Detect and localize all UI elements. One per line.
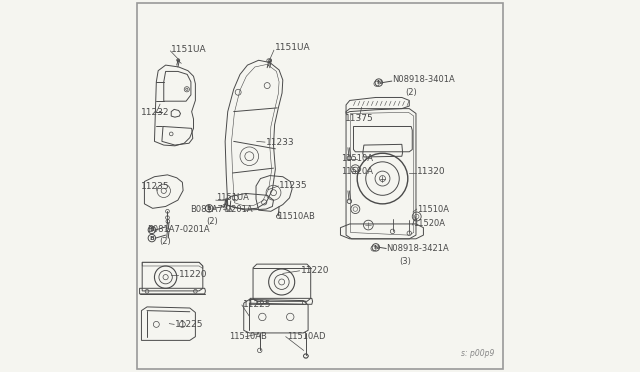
Text: 1151UA: 1151UA — [170, 45, 206, 54]
Text: B: B — [149, 235, 154, 241]
Text: N08918-3401A: N08918-3401A — [392, 76, 454, 84]
Text: 1151UA: 1151UA — [275, 43, 310, 52]
Text: 11510A: 11510A — [342, 154, 374, 163]
Text: (2): (2) — [159, 237, 171, 246]
Text: 11510A: 11510A — [417, 205, 449, 214]
Text: B081A7-0201A: B081A7-0201A — [147, 225, 210, 234]
Text: N: N — [376, 80, 381, 85]
Text: N08918-3421A: N08918-3421A — [386, 244, 449, 253]
Text: 11232: 11232 — [141, 108, 169, 117]
Text: 11220: 11220 — [179, 270, 207, 279]
Text: 11520A: 11520A — [413, 219, 445, 228]
Text: 11235: 11235 — [279, 182, 308, 190]
Text: 11220: 11220 — [301, 266, 329, 275]
Text: 11233: 11233 — [266, 138, 294, 147]
Text: 11225: 11225 — [175, 320, 204, 329]
Text: 11320: 11320 — [417, 167, 445, 176]
Text: 1151UA: 1151UA — [216, 193, 250, 202]
Text: 11235: 11235 — [141, 182, 170, 191]
Text: (2): (2) — [406, 88, 417, 97]
Text: 11510AD: 11510AD — [287, 332, 326, 341]
Text: s: p00p9: s: p00p9 — [461, 349, 494, 358]
Text: (2): (2) — [207, 217, 218, 226]
Text: 11375: 11375 — [345, 114, 374, 123]
Text: B: B — [149, 227, 154, 232]
Text: 11520A: 11520A — [341, 167, 373, 176]
Text: (3): (3) — [399, 257, 411, 266]
Text: B: B — [207, 206, 212, 211]
Text: B081A7-0201A: B081A7-0201A — [191, 205, 253, 214]
Text: N: N — [373, 245, 378, 250]
Text: 11510AB: 11510AB — [277, 212, 315, 221]
Text: 11225: 11225 — [243, 300, 271, 309]
Text: 11510AB: 11510AB — [229, 332, 267, 341]
